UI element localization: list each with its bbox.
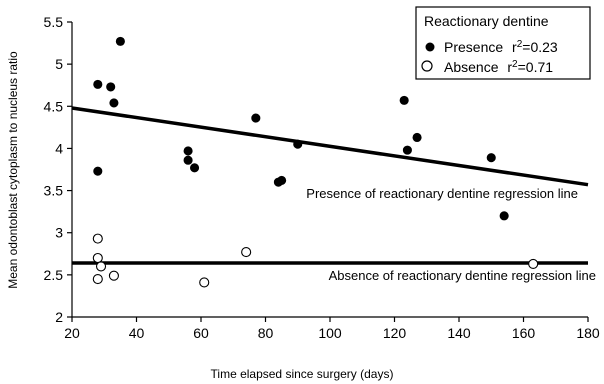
absence-point xyxy=(528,258,539,269)
presence-point xyxy=(93,166,103,176)
legend-box xyxy=(415,6,591,80)
legend-marker-absence xyxy=(421,60,433,72)
presence-point xyxy=(109,98,119,108)
axes: 20 40 60 80 100 120 140 160 180 2 2.5 3 3.5 4 4.5 5 5.5 xyxy=(44,14,600,341)
presence-point xyxy=(115,36,125,46)
x-tick-label: 120 xyxy=(383,325,407,341)
absence-point xyxy=(92,274,103,285)
presence-point xyxy=(251,113,261,123)
y-tick-label: 2 xyxy=(55,309,63,325)
presence-point xyxy=(486,153,496,163)
presence-point xyxy=(402,145,412,155)
y-axis-title: Mean odontoblast cytoplasm to nucleus ra… xyxy=(6,51,20,289)
absence-point xyxy=(95,261,107,272)
legend-label-presence: Presence r2=0.23 xyxy=(444,39,558,56)
x-tick-label: 80 xyxy=(258,325,274,341)
absence-point xyxy=(241,247,252,258)
legend: Reactionary dentine Presence r2=0.23 Abs… xyxy=(415,6,591,80)
presence-regression-label: Presence of reactionary dentine regressi… xyxy=(306,186,578,201)
absence-regression-label: Absence of reactionary dentine regressio… xyxy=(329,268,596,283)
x-tick-label: 180 xyxy=(576,325,600,341)
y-tick-label: 3.5 xyxy=(44,183,64,199)
y-tick-label: 5.5 xyxy=(44,14,64,30)
x-tick-label: 20 xyxy=(64,325,80,341)
presence-point xyxy=(499,211,509,221)
legend-label-absence: Absence r2=0.71 xyxy=(444,59,553,76)
x-tick-label: 60 xyxy=(193,325,209,341)
y-tick-label: 4 xyxy=(55,140,63,156)
y-tick-label: 3 xyxy=(55,225,63,241)
presence-point xyxy=(183,146,193,156)
x-tick-label: 100 xyxy=(318,325,342,341)
presence-point xyxy=(106,82,116,92)
presence-point xyxy=(183,155,193,165)
x-tick-label: 140 xyxy=(447,325,471,341)
presence-point xyxy=(399,95,409,105)
legend-title: Reactionary dentine xyxy=(424,13,549,29)
x-axis-title: Time elapsed since surgery (days) xyxy=(211,367,394,381)
absence-point xyxy=(92,252,103,264)
presence-point xyxy=(93,79,103,89)
presence-point xyxy=(190,163,200,173)
legend-marker-presence xyxy=(425,42,435,52)
presence-point xyxy=(293,139,303,149)
y-tick-label: 4.5 xyxy=(44,98,64,114)
presence-point xyxy=(412,132,422,143)
presence-point xyxy=(277,175,287,186)
x-tick-label: 160 xyxy=(512,325,536,341)
x-tick-label: 40 xyxy=(129,325,145,341)
y-tick-label: 2.5 xyxy=(44,267,64,283)
plot-area xyxy=(71,36,589,288)
absence-point xyxy=(199,277,210,288)
presence-regression-line xyxy=(71,106,589,187)
absence-point xyxy=(92,233,103,244)
absence-point xyxy=(108,270,119,281)
y-tick-label: 5 xyxy=(55,56,63,72)
